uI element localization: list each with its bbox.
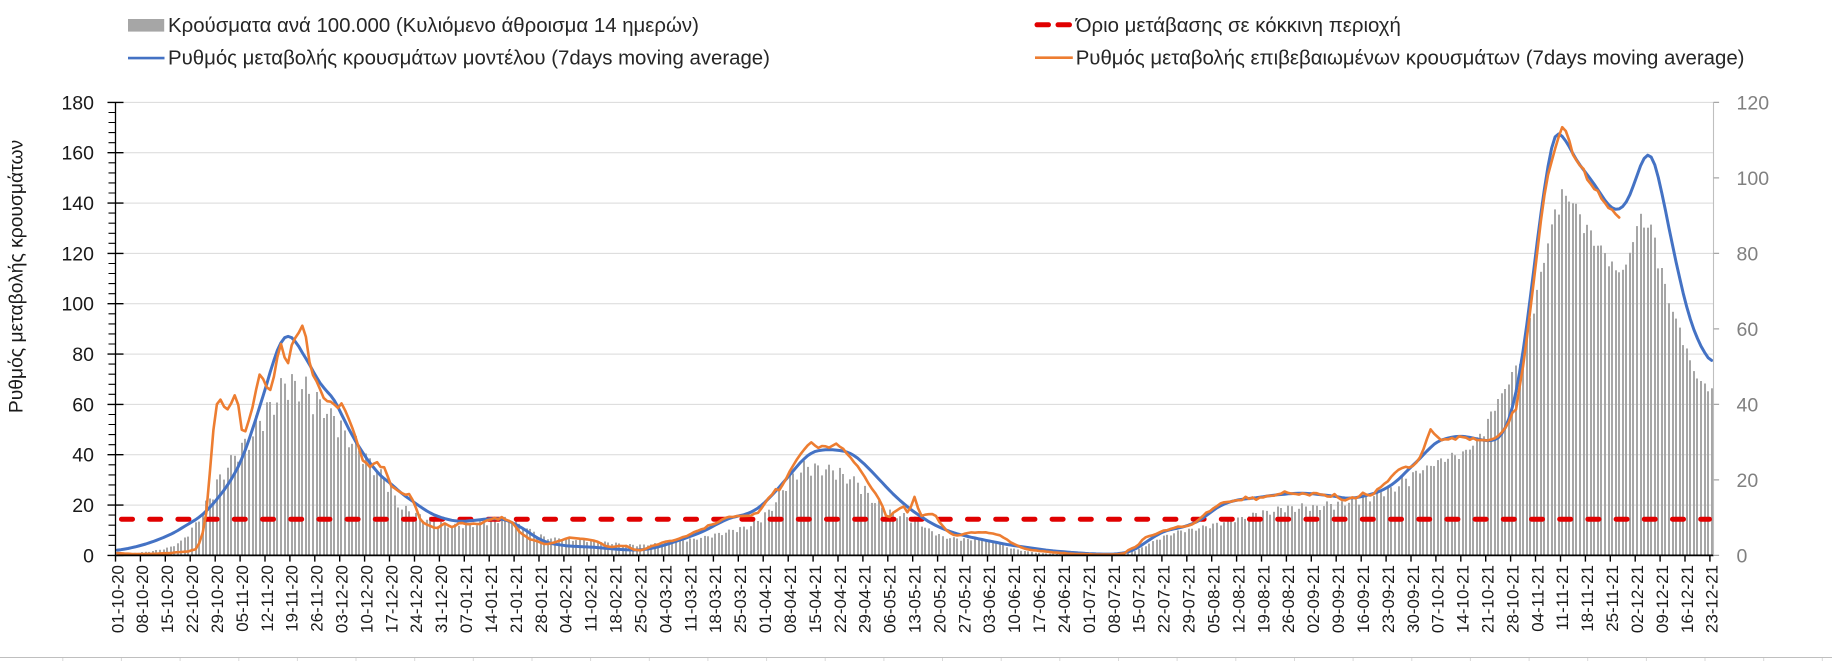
svg-text:12-08-21: 12-08-21	[1229, 565, 1248, 633]
svg-text:31-12-20: 31-12-20	[432, 565, 451, 633]
svg-text:22-04-21: 22-04-21	[831, 565, 850, 633]
svg-text:27-05-21: 27-05-21	[955, 565, 974, 633]
svg-text:24-06-21: 24-06-21	[1055, 565, 1074, 633]
svg-text:20: 20	[72, 495, 94, 517]
svg-text:03-12-20: 03-12-20	[333, 565, 352, 633]
svg-text:05-08-21: 05-08-21	[1205, 565, 1224, 633]
svg-text:17-06-21: 17-06-21	[1030, 565, 1049, 633]
svg-text:40: 40	[1737, 394, 1759, 416]
svg-text:29-04-21: 29-04-21	[856, 565, 875, 633]
svg-text:12-11-20: 12-11-20	[258, 565, 277, 632]
svg-text:19-11-20: 19-11-20	[283, 565, 302, 632]
svg-text:18-03-21: 18-03-21	[706, 565, 725, 633]
svg-text:16-09-21: 16-09-21	[1354, 565, 1373, 633]
svg-text:25-11-21: 25-11-21	[1603, 565, 1622, 632]
svg-text:07-10-21: 07-10-21	[1429, 565, 1448, 633]
svg-text:15-10-20: 15-10-20	[158, 565, 177, 633]
svg-text:120: 120	[1737, 92, 1770, 114]
svg-text:05-11-20: 05-11-20	[233, 565, 252, 632]
svg-text:160: 160	[61, 143, 94, 165]
svg-text:04-02-21: 04-02-21	[557, 565, 576, 633]
svg-text:25-03-21: 25-03-21	[731, 565, 750, 633]
svg-text:21-01-21: 21-01-21	[507, 565, 526, 633]
svg-text:120: 120	[61, 243, 94, 265]
svg-text:10-06-21: 10-06-21	[1005, 565, 1024, 633]
svg-text:60: 60	[1737, 319, 1759, 341]
svg-text:02-12-21: 02-12-21	[1628, 565, 1647, 633]
svg-text:08-10-20: 08-10-20	[133, 565, 152, 633]
svg-text:22-07-21: 22-07-21	[1155, 565, 1174, 633]
svg-text:13-05-21: 13-05-21	[906, 565, 925, 633]
svg-text:100: 100	[61, 294, 94, 316]
svg-text:01-10-20: 01-10-20	[108, 565, 127, 633]
svg-text:21-10-21: 21-10-21	[1479, 565, 1498, 633]
svg-text:18-11-21: 18-11-21	[1578, 565, 1597, 632]
svg-text:24-12-20: 24-12-20	[407, 565, 426, 633]
svg-text:01-07-21: 01-07-21	[1080, 565, 1099, 633]
svg-text:180: 180	[61, 92, 94, 114]
svg-text:Κρούσματα ανά 100.000 (Κυλιόμε: Κρούσματα ανά 100.000 (Κυλιόμενο άθροισμ…	[168, 15, 699, 37]
svg-text:15-04-21: 15-04-21	[806, 565, 825, 633]
svg-text:30-09-21: 30-09-21	[1404, 565, 1423, 633]
svg-text:28-01-21: 28-01-21	[532, 565, 551, 633]
svg-text:09-12-21: 09-12-21	[1653, 565, 1672, 633]
svg-text:08-07-21: 08-07-21	[1105, 565, 1124, 633]
svg-text:26-08-21: 26-08-21	[1279, 565, 1298, 633]
svg-text:11-03-21: 11-03-21	[681, 565, 700, 632]
svg-text:23-12-21: 23-12-21	[1703, 565, 1722, 633]
svg-text:14-10-21: 14-10-21	[1454, 565, 1473, 633]
svg-text:40: 40	[72, 445, 94, 467]
svg-text:08-04-21: 08-04-21	[781, 565, 800, 633]
svg-text:02-09-21: 02-09-21	[1304, 565, 1323, 633]
svg-text:100: 100	[1737, 168, 1770, 190]
svg-text:20: 20	[1737, 470, 1759, 492]
svg-text:80: 80	[72, 344, 94, 366]
svg-text:03-06-21: 03-06-21	[980, 565, 999, 633]
svg-text:60: 60	[72, 394, 94, 416]
svg-text:Ρυθμός μεταβολής κρουσμάτων: Ρυθμός μεταβολής κρουσμάτων	[7, 140, 28, 413]
svg-text:0: 0	[1737, 545, 1748, 567]
svg-text:04-11-21: 04-11-21	[1528, 565, 1547, 632]
svg-text:04-03-21: 04-03-21	[656, 565, 675, 633]
svg-text:17-12-20: 17-12-20	[382, 565, 401, 633]
svg-text:140: 140	[61, 193, 94, 215]
svg-text:29-07-21: 29-07-21	[1180, 565, 1199, 633]
svg-text:09-09-21: 09-09-21	[1329, 565, 1348, 633]
svg-text:15-07-21: 15-07-21	[1130, 565, 1149, 633]
svg-text:29-10-20: 29-10-20	[208, 565, 227, 633]
svg-text:80: 80	[1737, 243, 1759, 265]
svg-text:14-01-21: 14-01-21	[482, 565, 501, 633]
svg-text:26-11-20: 26-11-20	[308, 565, 327, 632]
svg-text:07-01-21: 07-01-21	[457, 565, 476, 633]
svg-text:06-05-21: 06-05-21	[881, 565, 900, 633]
svg-text:10-12-20: 10-12-20	[357, 565, 376, 633]
svg-text:22-10-20: 22-10-20	[183, 565, 202, 633]
svg-text:Ρυθμός μεταβολής κρουσμάτων μο: Ρυθμός μεταβολής κρουσμάτων μοντέλου (7d…	[168, 48, 770, 70]
svg-text:16-12-21: 16-12-21	[1678, 565, 1697, 633]
svg-text:11-11-21: 11-11-21	[1553, 565, 1572, 631]
svg-text:01-04-21: 01-04-21	[756, 565, 775, 633]
svg-text:23-09-21: 23-09-21	[1379, 565, 1398, 633]
svg-text:19-08-21: 19-08-21	[1254, 565, 1273, 633]
svg-text:28-10-21: 28-10-21	[1503, 565, 1522, 633]
svg-text:20-05-21: 20-05-21	[930, 565, 949, 633]
svg-text:Όριο μετάβασης σε κόκκινη περι: Όριο μετάβασης σε κόκκινη περιοχή	[1075, 15, 1401, 37]
svg-text:18-02-21: 18-02-21	[607, 565, 626, 633]
svg-text:11-02-21: 11-02-21	[582, 565, 601, 632]
svg-text:25-02-21: 25-02-21	[632, 565, 651, 633]
svg-text:0: 0	[83, 545, 94, 567]
svg-text:Ρυθμός μεταβολής επιβεβαιωμένω: Ρυθμός μεταβολής επιβεβαιωμένων κρουσμάτ…	[1076, 48, 1745, 70]
